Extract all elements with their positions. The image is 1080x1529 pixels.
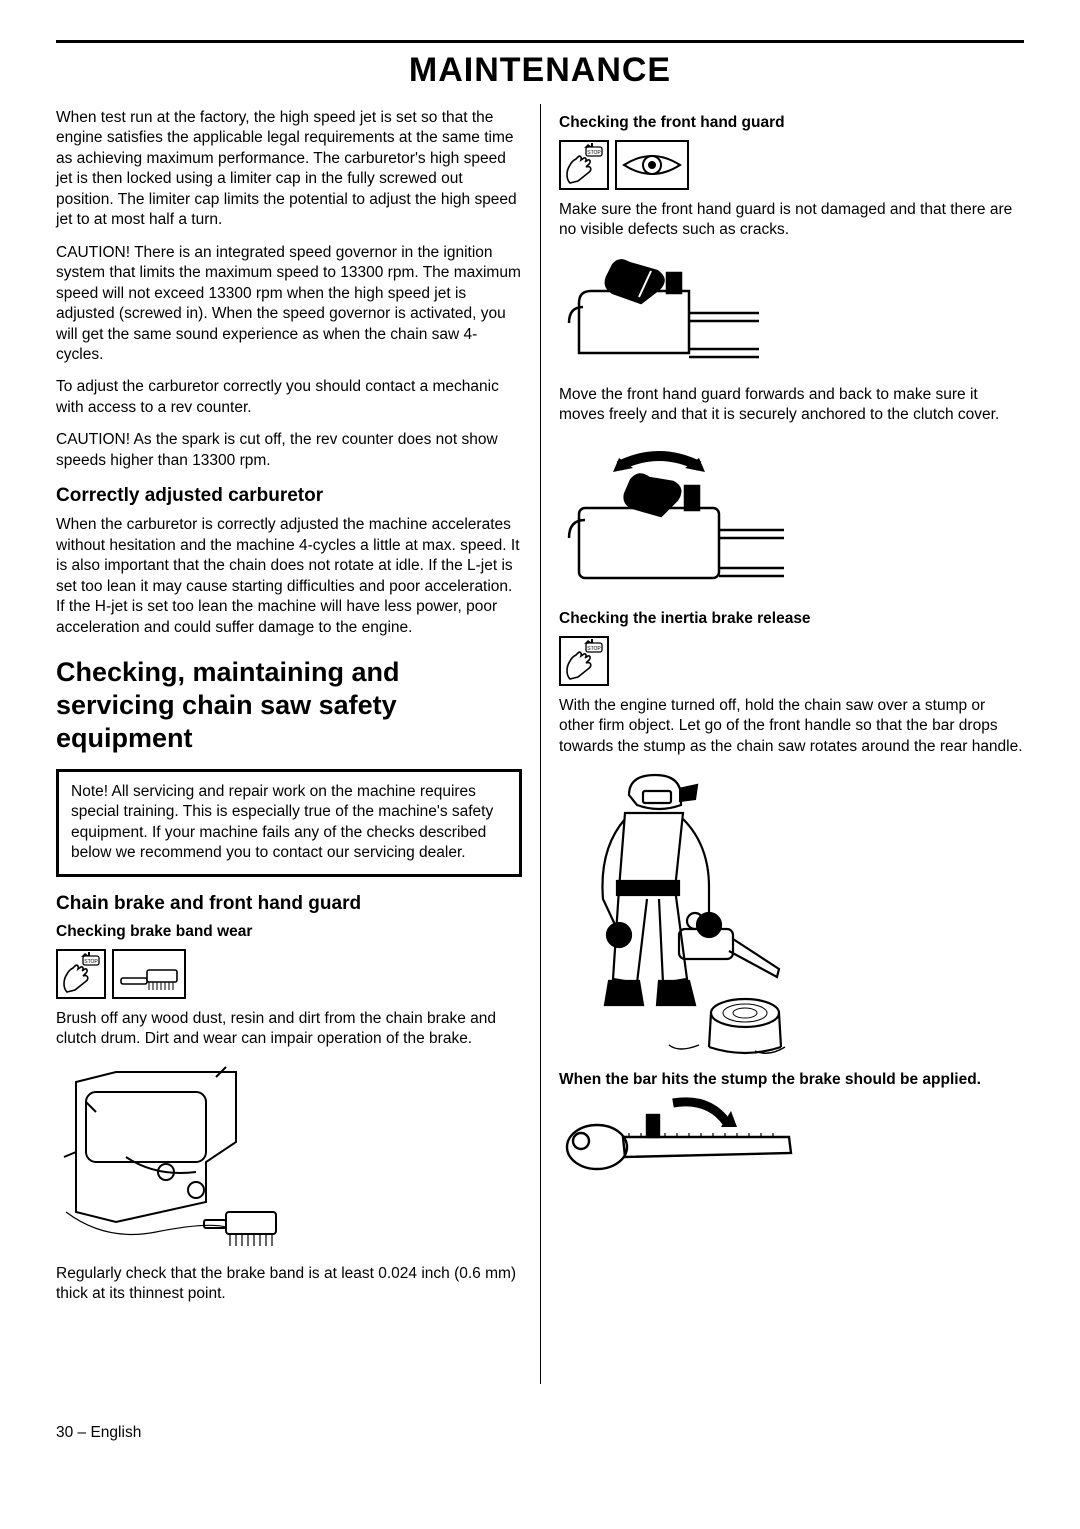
para: CAUTION! There is an integrated speed go… [56,243,522,366]
note-text: Note! All servicing and repair work on t… [71,782,507,864]
left-column: When test run at the factory, the high s… [56,104,540,1384]
icon-row-stop-eye: STOP [559,140,1024,190]
para: With the engine turned off, hold the cha… [559,696,1024,757]
icon-row-stop-only: STOP [559,636,1024,686]
top-rule [56,40,1024,43]
svg-text:STOP: STOP [587,150,601,156]
eye-icon [615,140,689,190]
illustration-hand-guard-move [559,438,1024,598]
page-title: MAINTENANCE [56,51,1024,90]
heading-inertia-brake: Checking the inertia brake release [559,610,1024,628]
para: Make sure the front hand guard is not da… [559,200,1024,241]
stop-hand-icon: STOP [56,949,106,999]
svg-text:STOP: STOP [587,646,601,652]
illustration-operator-drop-test [559,769,1024,1059]
note-box: Note! All servicing and repair work on t… [56,769,522,877]
heading-carburetor: Correctly adjusted carburetor [56,485,522,507]
heading-brake-wear: Checking brake band wear [56,923,522,941]
para: When the carburetor is correctly adjuste… [56,515,522,638]
illustration-hand-guard-check [559,253,1024,373]
para: CAUTION! As the spark is cut off, the re… [56,430,522,471]
para: When test run at the factory, the high s… [56,108,522,231]
illustration-clutch-drum [56,1062,522,1252]
heading-front-hand-guard: Checking the front hand guard [559,114,1024,132]
page-footer: 30 – English [56,1424,1024,1442]
stop-hand-icon: STOP [559,636,609,686]
stop-hand-icon: STOP [559,140,609,190]
para: Regularly check that the brake band is a… [56,1264,522,1305]
brush-icon [112,949,186,999]
heading-chain-brake: Chain brake and front hand guard [56,893,522,915]
content-columns: When test run at the factory, the high s… [56,104,1024,1384]
illustration-bar-brake-applied [559,1097,1024,1217]
stop-label: STOP [84,959,98,965]
heading-checking-servicing: Checking, maintaining and servicing chai… [56,656,522,755]
icon-row-stop-brush: STOP [56,949,522,999]
heading-bar-hits-stump: When the bar hits the stump the brake sh… [559,1071,1024,1089]
para: Brush off any wood dust, resin and dirt … [56,1009,522,1050]
right-column: Checking the front hand guard STOP [540,104,1024,1384]
para: To adjust the carburetor correctly you s… [56,377,522,418]
para: Move the front hand guard forwards and b… [559,385,1024,426]
